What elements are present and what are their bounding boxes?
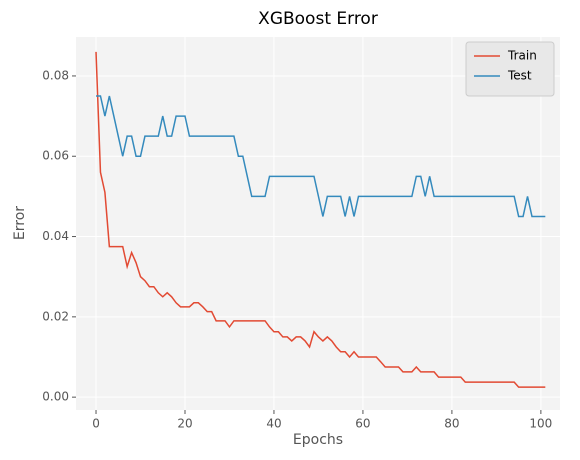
x-tick-label: 20 [177, 417, 192, 431]
y-tick-label: 0.02 [42, 309, 69, 323]
line-series [96, 95, 546, 218]
y-tick-label: 0.00 [42, 390, 69, 404]
x-tick-label: 40 [266, 417, 281, 431]
x-tick-label: 80 [444, 417, 459, 431]
line-series [95, 51, 546, 388]
x-tick-label: 60 [355, 417, 370, 431]
x-tick-label: 0 [92, 417, 100, 431]
y-tick-label: 0.08 [42, 68, 69, 82]
y-axis-label: Error [12, 206, 28, 240]
plot-area [76, 37, 560, 410]
legend-label: Train [507, 49, 537, 63]
x-tick-label: 100 [529, 417, 552, 431]
chart-title: XGBoost Error [258, 9, 378, 29]
y-tick-label: 0.06 [42, 149, 69, 163]
y-tick-label: 0.04 [42, 229, 69, 243]
legend-label: Test [507, 69, 532, 83]
x-axis-label: Epochs [293, 432, 343, 448]
